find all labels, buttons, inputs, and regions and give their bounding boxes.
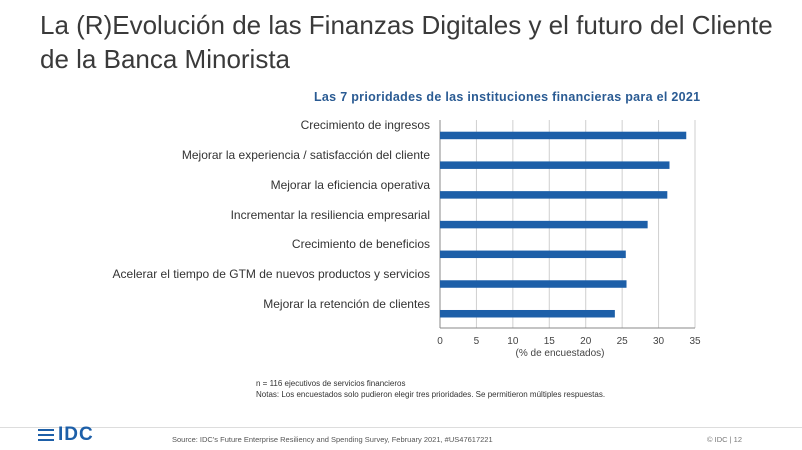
bar [440, 161, 670, 169]
footer-divider [0, 427, 802, 428]
x-tick-label: 0 [437, 336, 443, 347]
x-tick-label: 25 [617, 336, 629, 347]
bar [440, 280, 627, 288]
x-axis-title: (% de encuestados) [516, 348, 605, 359]
category-label: Mejorar la experiencia / satisfacción de… [181, 148, 430, 163]
bar [440, 220, 648, 229]
idc-logo: IDC [38, 424, 94, 446]
survey-note: Notas: Los encuestados solo pudieron ele… [256, 390, 606, 399]
source-citation: Source: IDC's Future Enterprise Resilien… [172, 435, 493, 444]
category-label: Incrementar la resiliencia empresarial [230, 207, 430, 222]
idc-logo-icon [38, 429, 54, 441]
chart-title: Las 7 prioridades de las instituciones f… [314, 90, 701, 104]
x-tick-label: 30 [653, 336, 665, 347]
sample-note: n = 116 ejecutivos de servicios financie… [256, 379, 406, 388]
slide-title: La (R)Evolución de las Finanzas Digitale… [40, 10, 773, 74]
idc-logo-text: IDC [58, 424, 94, 445]
x-tick-label: 10 [507, 336, 519, 347]
x-tick-label: 20 [580, 336, 592, 347]
x-tick-label: 35 [689, 336, 701, 347]
category-label: Crecimiento de ingresos [300, 118, 430, 133]
category-label: Acelerar el tiempo de GTM de nuevos prod… [112, 267, 430, 282]
bar [440, 309, 615, 318]
category-label: Mejorar la eficiencia operativa [270, 177, 430, 192]
bar [440, 191, 668, 199]
bar [440, 250, 626, 259]
x-tick-label: 5 [474, 336, 480, 347]
page-number: © IDC | 12 [707, 435, 742, 444]
category-label: Crecimiento de beneficios [291, 237, 430, 252]
category-label: Mejorar la retención de clientes [263, 296, 430, 311]
x-tick-label: 15 [544, 336, 556, 347]
bar [440, 131, 687, 140]
